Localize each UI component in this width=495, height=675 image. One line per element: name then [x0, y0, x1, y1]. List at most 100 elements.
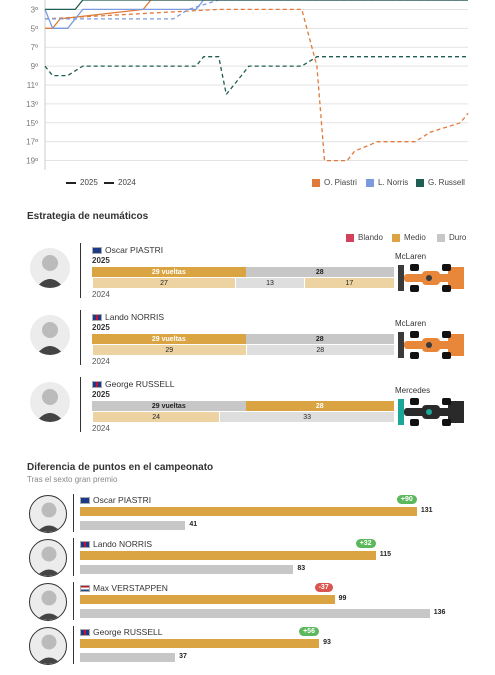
flag-icon [92, 381, 102, 389]
year-label-2024: 2024 [92, 290, 110, 299]
position-y-ticks: 3º 5º 7º 9º 11º 13º 15º 17º 19º [26, 5, 38, 165]
flag-icon [80, 585, 90, 593]
series-line-grussell-2024 [44, 56, 468, 96]
legend-soft: Blando [346, 233, 383, 242]
series-line-grussell-2025 [45, 0, 468, 11]
stint-bar-2024: 27 [92, 278, 236, 288]
driver-name: Max VERSTAPPEN [80, 583, 168, 593]
points-value-2025: 93 [323, 639, 331, 646]
points-delta-badge: +90 [396, 495, 417, 504]
points-delta-badge: +56 [299, 627, 319, 636]
points-bar-2024 [80, 609, 430, 618]
y-tick-label: 13º [26, 100, 38, 109]
stint-bar-2024: 17 [303, 278, 394, 288]
series-line-opiastri-2025 [45, 0, 468, 29]
position-chart: 3º 5º 7º 9º 11º 13º 15º 17º 19º [26, 0, 469, 170]
stint-bar-2025: 28 [245, 267, 394, 277]
stint-bar-2025: 29 vueltas [92, 267, 246, 277]
points-bar-2024 [80, 521, 186, 530]
legend-2025: 2025 [66, 178, 98, 187]
solid-line-icon [66, 181, 76, 184]
points-bar-2025 [80, 595, 335, 604]
legend-hard: Duro [437, 233, 466, 242]
stint-bar-2025: 28 [245, 401, 394, 411]
year-label-2025: 2025 [92, 390, 110, 399]
series-line-lnorris-2024 [45, 0, 468, 20]
year-label-2025: 2025 [92, 256, 110, 265]
driver-portrait [29, 627, 67, 665]
y-tick-label: 7º [31, 43, 38, 52]
points-delta-badge: +32 [355, 539, 376, 548]
driver-name: George RUSSELL [80, 627, 162, 637]
divider [73, 538, 74, 576]
points-bar-2024 [80, 565, 294, 574]
y-tick-label: 3º [31, 5, 38, 14]
points-subtitle: Tras el sexto gran premio [27, 475, 118, 484]
position-gridlines [44, 0, 468, 170]
flag-icon [80, 629, 90, 637]
points-value-2025: 115 [379, 551, 391, 558]
legend-2024: 2024 [104, 178, 136, 187]
car-icon [398, 398, 464, 426]
driver-portrait [30, 382, 70, 422]
stint-bar-2024: 28 [245, 345, 394, 355]
flag-icon [92, 314, 102, 322]
driver-name: George RUSSELL [92, 379, 174, 389]
divider [80, 377, 81, 432]
divider [73, 494, 74, 532]
y-tick-label: 5º [31, 24, 38, 33]
stint-bar-2024: 33 [219, 412, 394, 422]
driver-name: Lando NORRIS [92, 312, 164, 322]
driver-portrait [30, 248, 70, 288]
y-tick-label: 11º [27, 81, 38, 90]
points-bar-2024 [80, 653, 176, 662]
points-value-2024: 83 [297, 565, 306, 572]
points-title: Diferencia de puntos en el campeonato [27, 462, 214, 473]
year-label-2024: 2024 [92, 357, 110, 366]
divider [73, 582, 74, 620]
points-value-2025: 99 [338, 595, 347, 602]
color-swatch [416, 178, 424, 187]
flag-icon [80, 541, 90, 549]
tyre-strategy-title: Estrategia de neumáticos [27, 211, 149, 222]
driver-portrait [29, 583, 67, 621]
divider [80, 243, 81, 298]
legend-piastri: O. Piastri [312, 178, 357, 187]
position-lines [44, 0, 469, 162]
flag-icon [92, 247, 102, 255]
color-swatch [392, 233, 400, 242]
year-label-2024: 2024 [92, 424, 110, 433]
color-swatch [437, 233, 445, 242]
dashed-line-icon [104, 181, 114, 184]
stint-bar-2025: 29 vueltas [92, 401, 246, 411]
series-line-lnorris-2025 [44, 0, 468, 29]
legend-medium: Medio [392, 233, 426, 242]
series-line-opiastri-2024 [44, 8, 469, 162]
stint-bar-2024: 29 [92, 345, 246, 355]
stint-bar-2024: 13 [235, 278, 304, 288]
car-icon [398, 264, 464, 292]
car-icon [398, 331, 464, 359]
stint-bar-2025: 28 [245, 334, 394, 344]
driver-portrait [29, 495, 67, 533]
driver-name: Oscar PIASTRI [92, 245, 163, 255]
points-value-2024: 136 [433, 609, 446, 616]
legend-norris: L. Norris [366, 178, 408, 187]
driver-name: Oscar PIASTRI [80, 495, 151, 505]
points-bar-2025 [80, 639, 320, 648]
team-name: McLaren [395, 319, 427, 328]
y-tick-label: 17º [26, 138, 38, 147]
divider [73, 626, 74, 664]
color-swatch [346, 233, 354, 242]
driver-portrait [29, 539, 67, 577]
y-tick-label: 15º [26, 119, 38, 128]
driver-name: Lando NORRIS [80, 539, 152, 549]
team-name: McLaren [395, 252, 427, 261]
points-value-2024: 37 [179, 653, 187, 660]
color-swatch [366, 178, 374, 187]
driver-portrait [30, 315, 70, 355]
points-bar-2025 [80, 507, 417, 516]
points-delta-badge: -37 [314, 583, 333, 592]
points-value-2024: 41 [189, 521, 198, 528]
y-tick-label: 9º [31, 62, 38, 71]
